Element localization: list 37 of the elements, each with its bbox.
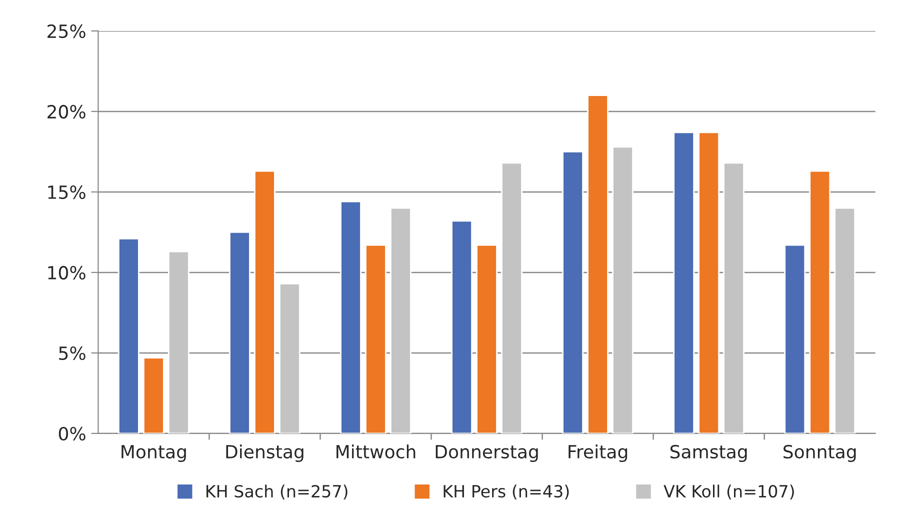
bar	[698, 132, 720, 434]
x-tick-label: Montag	[122, 445, 186, 462]
y-tick-label: 10%	[48, 266, 86, 280]
bar	[340, 200, 362, 434]
bar	[587, 94, 608, 434]
x-tick-label: Donnerstag	[436, 445, 538, 462]
x-tick-label: Dienstag	[226, 444, 304, 462]
bar	[390, 207, 412, 434]
bar	[834, 207, 856, 434]
bar	[451, 220, 472, 434]
bar	[168, 250, 190, 434]
bar	[723, 162, 744, 434]
bar	[562, 151, 584, 434]
bar	[612, 146, 634, 434]
bar	[673, 132, 695, 434]
bar	[279, 283, 300, 434]
bar	[784, 244, 806, 434]
x-tick-label: Sonntag	[784, 444, 856, 462]
bar	[809, 170, 831, 434]
legend-label: KH Sach (n=257)	[206, 484, 348, 500]
x-tick-label: Freitag	[568, 444, 628, 462]
y-tick-label: 20%	[48, 104, 86, 119]
bar	[143, 357, 164, 434]
y-tick-label: 15%	[48, 185, 86, 200]
bar	[365, 244, 386, 434]
y-tick-label: 25%	[48, 24, 86, 38]
bar	[254, 170, 276, 434]
x-tick-label: Mittwoch	[336, 444, 416, 459]
bar	[118, 238, 140, 434]
y-tick-label: 0%	[58, 426, 86, 441]
x-tick-label: Samstag	[670, 444, 747, 462]
legend-label: VK Koll (n=107)	[664, 484, 794, 500]
bar	[229, 232, 250, 434]
bar	[501, 162, 522, 434]
bar	[476, 244, 498, 434]
legend-label: KH Pers (n=43)	[444, 484, 569, 500]
y-tick-label: 5%	[59, 346, 86, 360]
